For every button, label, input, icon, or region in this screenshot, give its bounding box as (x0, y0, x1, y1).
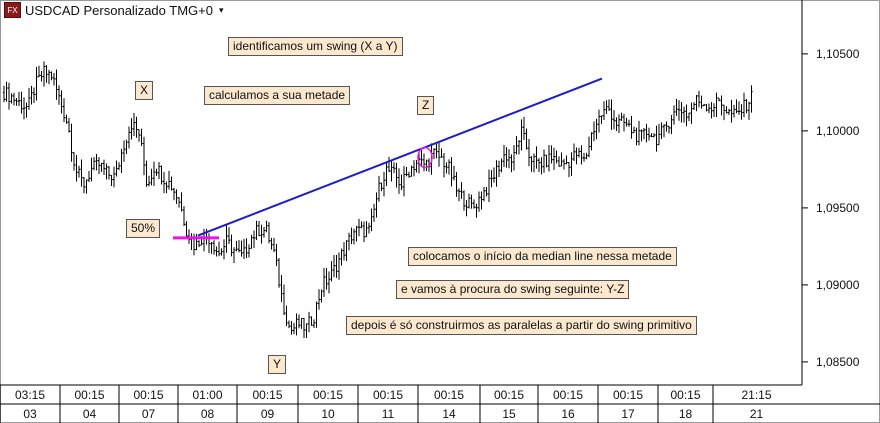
time-tick-label: 00:15 (373, 388, 403, 402)
day-tick-label: 09 (261, 407, 275, 421)
time-tick-label: 00:15 (613, 388, 643, 402)
chevron-down-icon[interactable]: ▾ (218, 4, 224, 15)
day-tick-label: 10 (321, 407, 335, 421)
annotation-swing: identificamos um swing (X a Y) (228, 37, 403, 56)
median-line (197, 77, 603, 237)
swing-label-x: X (135, 81, 154, 100)
price-bars (2, 61, 753, 339)
annotation-half: calculamos a sua metade (204, 86, 351, 105)
time-tick-label: 00:15 (252, 388, 282, 402)
swing-label-z: Z (417, 96, 435, 115)
time-tick-label: 00:15 (670, 388, 700, 402)
forex-icon: FX (4, 2, 21, 18)
time-tick-label: 00:15 (133, 388, 163, 402)
price-axis: 1,08500 1,09000 1,09500 1,10000 1,10500 (802, 47, 860, 369)
price-tick-label: 1,09000 (816, 278, 860, 292)
day-tick-label: 03 (23, 407, 37, 421)
swing-label-y: Y (268, 355, 287, 374)
day-tick-label: 18 (679, 407, 693, 421)
price-tick-label: 1,09500 (816, 201, 860, 215)
instrument-title: USDCAD Personalizado TMG+0 (25, 2, 213, 18)
day-tick-label: 15 (502, 407, 516, 421)
time-axis: 03:15 03 00:15 04 00:15 07 01:00 08 00:15 09 00:15… (0, 385, 772, 423)
price-tick-label: 1,10000 (816, 124, 860, 138)
day-tick-label: 07 (142, 407, 156, 421)
time-tick-label: 00:15 (553, 388, 583, 402)
time-tick-label: 00:15 (494, 388, 524, 402)
day-tick-label: 08 (201, 407, 215, 421)
day-tick-label: 16 (561, 407, 575, 421)
day-tick-label: 17 (621, 407, 635, 421)
time-tick-label: 00:15 (74, 388, 104, 402)
half-percent-label: 50% (126, 219, 161, 238)
chart-header[interactable]: FX USDCAD Personalizado TMG+0 ▾ (4, 2, 224, 18)
price-tick-label: 1,08500 (816, 355, 860, 369)
day-tick-label: 14 (442, 407, 456, 421)
time-tick-label: 21:15 (741, 388, 771, 402)
annotation-parallels: depois é só construirmos as paralelas a … (346, 316, 697, 335)
day-tick-label: 11 (382, 407, 395, 421)
z-swing-circle (417, 146, 433, 169)
time-tick-label: 03:15 (15, 388, 45, 402)
time-tick-label: 00:15 (434, 388, 464, 402)
day-tick-label: 04 (83, 407, 97, 421)
annotation-next-swing: e vamos à procura do swing seguinte: Y-Z (396, 280, 630, 299)
time-tick-label: 00:15 (313, 388, 343, 402)
price-tick-label: 1,10500 (816, 47, 860, 61)
annotation-median-start: colocamos o início da median line nessa … (408, 247, 677, 266)
day-tick-label: 21 (750, 407, 764, 421)
time-tick-label: 01:00 (192, 388, 222, 402)
